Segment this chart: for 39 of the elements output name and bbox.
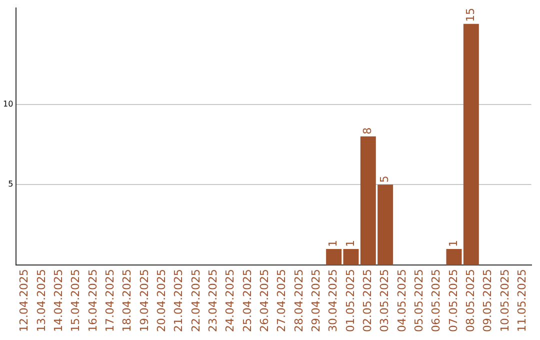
x-tick-label: 09.05.2025 bbox=[481, 269, 494, 332]
x-tick-label: 19.04.2025 bbox=[138, 269, 151, 332]
x-tick-label: 15.04.2025 bbox=[69, 269, 82, 332]
data-label: 8 bbox=[361, 127, 374, 134]
x-tick-label: 14.04.2025 bbox=[52, 269, 65, 332]
x-tick-label: 04.05.2025 bbox=[395, 269, 408, 332]
x-tick-label: 20.04.2025 bbox=[154, 269, 168, 332]
x-tick-label: 11.05.2025 bbox=[516, 269, 529, 332]
x-tick-label: 01.05.2025 bbox=[344, 269, 357, 332]
data-label: 1 bbox=[326, 240, 340, 247]
bar bbox=[446, 248, 462, 266]
x-tick-label: 22.04.2025 bbox=[189, 269, 202, 332]
x-tick-label: 06.05.2025 bbox=[430, 269, 443, 332]
x-tick-label: 03.05.2025 bbox=[378, 269, 392, 332]
x-tick-label: 16.04.2025 bbox=[86, 269, 100, 332]
data-label: 15 bbox=[464, 8, 478, 22]
x-tick-label: 07.05.2025 bbox=[446, 269, 460, 332]
x-tick-label: 17.04.2025 bbox=[103, 269, 116, 332]
x-tick-label: 24.04.2025 bbox=[224, 269, 237, 332]
x-tick-label: 13.04.2025 bbox=[34, 269, 48, 332]
x-tick-label: 30.04.2025 bbox=[326, 269, 340, 332]
data-label: 5 bbox=[378, 176, 392, 183]
x-tick-label: 25.04.2025 bbox=[240, 269, 254, 332]
x-tick-label: 08.05.2025 bbox=[464, 269, 478, 332]
x-tick-label: 21.04.2025 bbox=[172, 269, 186, 332]
x-tick-label: 12.04.2025 bbox=[18, 269, 31, 332]
x-tick-label: 18.04.2025 bbox=[120, 269, 134, 332]
data-label: 1 bbox=[446, 240, 460, 247]
y-tick-label: 10 bbox=[2, 99, 14, 108]
x-tick-label: 28.04.2025 bbox=[292, 269, 306, 332]
x-tick-label: 23.04.2025 bbox=[206, 269, 220, 332]
x-tick-label: 26.04.2025 bbox=[258, 269, 271, 332]
x-tick-label: 02.05.2025 bbox=[361, 269, 374, 332]
x-tick-label: 27.04.2025 bbox=[275, 269, 288, 332]
x-tick-label: 05.05.2025 bbox=[412, 269, 426, 332]
x-tick-label: 29.04.2025 bbox=[309, 269, 322, 332]
bar bbox=[463, 24, 479, 266]
data-label: 1 bbox=[344, 240, 357, 247]
x-tick-label: 10.05.2025 bbox=[498, 269, 512, 332]
